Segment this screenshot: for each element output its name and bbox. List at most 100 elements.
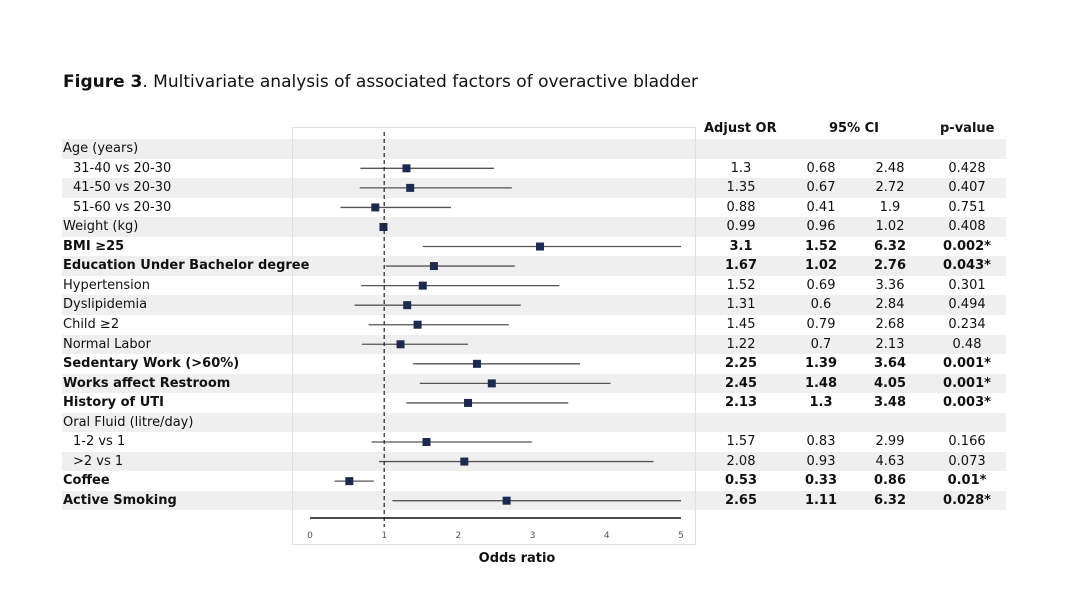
ci-lower-value: 0.93 <box>806 453 836 469</box>
ci-upper-value: 0.86 <box>873 473 907 489</box>
odds-ratio-value: 1.22 <box>726 336 756 352</box>
row-stripe <box>62 217 1006 237</box>
ci-upper-value: 3.48 <box>873 395 907 411</box>
ci-upper-value: 2.68 <box>875 316 905 332</box>
or-marker <box>396 340 405 349</box>
x-tick-label: 3 <box>530 531 536 541</box>
ci-upper-value: 3.64 <box>873 356 907 372</box>
p-value: 0.494 <box>948 297 986 313</box>
row-label: Sedentary Work (>60%) <box>63 356 240 372</box>
row-label: Oral Fluid (litre/day) <box>63 414 194 430</box>
ci-upper-value: 2.72 <box>875 180 905 196</box>
or-marker <box>406 183 415 192</box>
header-adjust-or: Adjust OR <box>704 121 777 136</box>
ci-upper-value: 2.84 <box>875 297 905 313</box>
odds-ratio-value: 1.67 <box>724 258 758 274</box>
ci-upper-value: 4.05 <box>873 375 907 391</box>
or-marker <box>413 320 422 329</box>
odds-ratio-value: 1.35 <box>726 180 756 196</box>
row-label: Normal Labor <box>63 336 151 352</box>
figure-title: Figure 3. Multivariate analysis of assoc… <box>63 72 698 92</box>
row-label: Coffee <box>63 473 110 489</box>
ci-lower-value: 0.67 <box>806 180 836 196</box>
ci-lower-value: 1.11 <box>804 492 838 508</box>
x-tick-label: 2 <box>456 531 462 541</box>
p-value: 0.001* <box>943 375 991 391</box>
p-value: 0.751 <box>948 199 986 215</box>
plot-frame <box>292 127 696 545</box>
p-value: 0.001* <box>943 356 991 372</box>
row-label: Age (years) <box>63 141 139 156</box>
ci-lower-value: 0.68 <box>806 160 836 176</box>
row-stripe <box>62 139 1006 159</box>
x-tick-label: 4 <box>604 531 610 541</box>
x-tick-label: 1 <box>381 531 387 541</box>
or-marker <box>464 398 473 407</box>
ci-upper-value: 6.32 <box>873 238 907 254</box>
row-label: BMI ≥25 <box>63 238 125 254</box>
ci-lower-value: 1.48 <box>804 375 838 391</box>
row-label: 31-40 vs 20-30 <box>73 160 172 176</box>
odds-ratio-value: 2.13 <box>724 395 758 411</box>
ci-lower-value: 1.3 <box>809 395 833 411</box>
ci-lower-value: 0.7 <box>810 336 832 352</box>
odds-ratio-value: 1.45 <box>726 316 756 332</box>
p-value: 0.002* <box>943 238 991 254</box>
or-marker <box>371 203 380 212</box>
p-value: 0.073 <box>948 453 986 469</box>
row-label: History of UTI <box>63 395 165 411</box>
or-marker <box>402 164 411 173</box>
odds-ratio-value: 2.08 <box>726 453 756 469</box>
figure-number: Figure 3 <box>63 72 143 92</box>
row-label: >2 vs 1 <box>73 453 124 469</box>
odds-ratio-value: 0.53 <box>724 473 758 489</box>
ci-upper-value: 2.48 <box>875 160 905 176</box>
ci-upper-value: 6.32 <box>873 492 907 508</box>
or-marker <box>418 281 427 290</box>
ci-lower-value: 0.6 <box>810 297 832 313</box>
row-stripe <box>62 412 1006 433</box>
ci-lower-value: 0.41 <box>806 199 836 215</box>
or-marker <box>345 477 354 486</box>
row-label: Weight (kg) <box>63 219 139 235</box>
or-marker <box>403 301 412 310</box>
odds-ratio-value: 0.88 <box>726 199 756 215</box>
row-label: 41-50 vs 20-30 <box>73 180 172 196</box>
or-marker <box>422 438 431 447</box>
ci-lower-value: 0.79 <box>806 316 836 332</box>
row-stripe <box>62 178 1006 198</box>
row-stripe <box>62 334 1006 354</box>
row-label: Education Under Bachelor degree <box>63 258 310 274</box>
p-value: 0.234 <box>948 316 986 332</box>
p-value: 0.407 <box>948 180 986 196</box>
p-value: 0.428 <box>948 160 986 176</box>
ci-upper-value: 3.36 <box>875 277 905 293</box>
row-stripe <box>62 295 1006 315</box>
odds-ratio-value: 1.31 <box>726 297 756 313</box>
row-label: 1-2 vs 1 <box>73 434 126 450</box>
p-value: 0.01* <box>947 473 987 489</box>
or-marker <box>536 242 545 251</box>
p-value: 0.043* <box>943 258 991 274</box>
odds-ratio-value: 2.65 <box>724 492 758 508</box>
ci-upper-value: 4.63 <box>875 453 905 469</box>
ci-upper-value: 2.76 <box>873 258 907 274</box>
ci-lower-value: 1.39 <box>804 356 838 372</box>
or-marker <box>379 222 388 231</box>
odds-ratio-value: 2.25 <box>724 356 758 372</box>
odds-ratio-value: 2.45 <box>724 375 758 391</box>
row-label: 51-60 vs 20-30 <box>73 199 172 215</box>
row-label: Dyslipidemia <box>63 297 148 313</box>
odds-ratio-value: 3.1 <box>729 238 753 254</box>
or-marker <box>487 379 496 388</box>
p-value: 0.166 <box>948 434 986 450</box>
ci-lower-value: 1.52 <box>804 238 838 254</box>
ci-upper-value: 2.13 <box>875 336 905 352</box>
odds-ratio-value: 1.3 <box>730 160 752 176</box>
x-axis-label: Odds ratio <box>479 551 556 566</box>
odds-ratio-value: 1.52 <box>726 277 756 293</box>
row-label: Child ≥2 <box>63 316 120 332</box>
or-marker <box>429 262 438 271</box>
ci-upper-value: 1.02 <box>875 219 905 235</box>
